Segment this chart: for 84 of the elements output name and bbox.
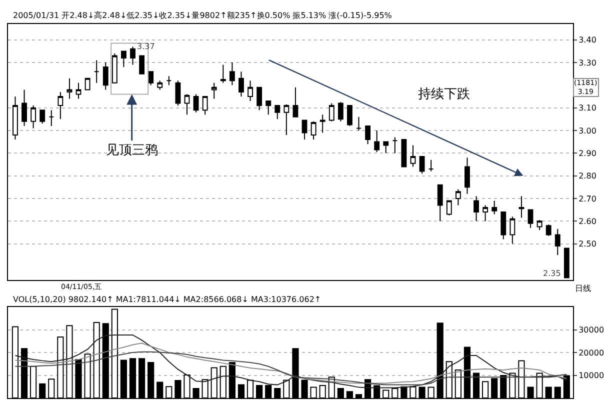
candlestick	[102, 62, 108, 90]
candlestick	[58, 91, 64, 120]
candlestick	[66, 78, 72, 100]
candlestick	[229, 62, 235, 86]
candlestick	[410, 144, 416, 168]
candlestick	[554, 228, 560, 256]
text: 日线	[575, 284, 591, 293]
candlestick	[347, 105, 352, 126]
line-series	[14, 334, 568, 388]
y-tick-label: 3.10	[578, 104, 596, 113]
y-tick-label: 2.90	[578, 148, 596, 158]
y-tick-label: 2.50	[578, 240, 596, 249]
candlestick	[121, 50, 126, 68]
candlestick	[428, 159, 434, 172]
candlestick	[284, 104, 290, 136]
candlestick	[12, 96, 18, 140]
candlestick	[22, 89, 27, 126]
candlestick	[130, 46, 136, 66]
candlestick	[374, 130, 380, 152]
candlestick	[40, 110, 46, 124]
candlestick	[419, 156, 425, 174]
chart-subtitle: 2005/01/31 开2.48↓高2.48↓低2.35↓收2.35↓量9802↑额235↑换0.50% 振5.13% 涨(-0.15)-5.95%	[13, 11, 392, 20]
candlestick	[455, 188, 461, 206]
candlestick	[392, 136, 398, 154]
y-tick-label: 3.00	[578, 126, 596, 136]
candlestick	[274, 105, 280, 120]
candlestick	[338, 102, 344, 122]
candlestick	[510, 216, 516, 244]
candlestick	[211, 82, 217, 100]
y-tick-label: 10000	[578, 371, 604, 380]
candlestick	[302, 120, 308, 140]
y-tick-label: 2.80	[578, 172, 596, 181]
candlestick	[30, 105, 36, 129]
candlestick	[256, 86, 262, 111]
y-tick-label: 3.30	[578, 58, 596, 68]
candlestick	[401, 139, 407, 168]
candlestick	[546, 224, 552, 236]
candlestick	[356, 116, 362, 131]
candlestick	[175, 80, 181, 106]
line-series	[14, 342, 568, 384]
annotation: 持续下跌	[418, 87, 470, 102]
y-tick-label: 30000	[578, 326, 604, 335]
candlestick	[383, 141, 389, 154]
candlestick	[474, 196, 479, 222]
candlestick	[139, 55, 145, 74]
annotation: 2.35	[543, 269, 561, 278]
candlestick	[536, 219, 542, 231]
candlestick	[266, 100, 272, 116]
y-tick-label: 2.60	[578, 216, 596, 226]
chart-title: VOL(5,10,20) 9802.140↑ MA1:7811.044↓ MA2:8566.068↓ MA3:10376.062↑	[13, 295, 322, 304]
candlestick	[292, 86, 298, 118]
candlestick	[310, 120, 316, 140]
candlestick	[564, 248, 570, 278]
annotation: 3.37	[137, 42, 155, 51]
candlestick	[112, 52, 118, 84]
candlestick	[148, 71, 154, 86]
candlestick	[48, 110, 54, 126]
candlestick	[464, 157, 470, 194]
candlestick	[328, 102, 334, 122]
candlestick	[500, 212, 506, 240]
candlestick	[157, 80, 163, 90]
y-tick-label: 3.40	[578, 36, 596, 45]
candlestick	[437, 184, 443, 222]
candlestick	[202, 96, 208, 116]
candlestick	[238, 71, 244, 97]
candlestick	[365, 125, 371, 145]
y-tick-label: 20000	[578, 348, 604, 358]
candlestick	[446, 200, 452, 216]
candlestick	[320, 114, 326, 134]
candlestick	[94, 60, 100, 84]
candlestick	[193, 94, 199, 113]
annotation: 见顶三鸦	[106, 143, 158, 158]
candlestick	[76, 82, 82, 100]
line-series	[14, 351, 568, 386]
candlestick	[184, 94, 190, 116]
candlestick	[518, 196, 524, 218]
y-tick-label: 2.70	[578, 194, 596, 204]
candlestick	[166, 76, 172, 86]
candlestick	[482, 204, 488, 222]
candlestick	[492, 200, 498, 215]
candlestick	[528, 209, 534, 228]
candlestick	[220, 64, 226, 84]
candlestick	[248, 80, 253, 102]
candlestick	[84, 78, 90, 90]
